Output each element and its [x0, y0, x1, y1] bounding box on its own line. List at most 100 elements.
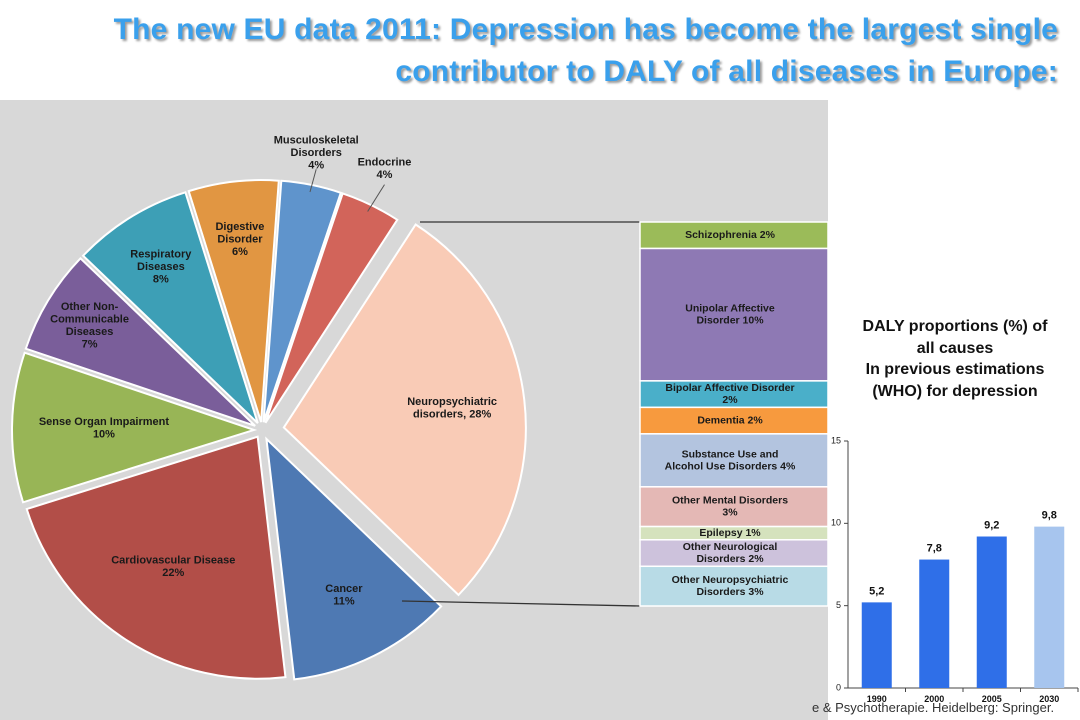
pie-slice — [24, 256, 256, 427]
x-tick-label: 1990 — [867, 694, 887, 704]
daly-bar — [1034, 526, 1065, 688]
pie-slice — [265, 436, 443, 681]
pie-slice-label-line: Neuropsychiatric — [407, 396, 497, 408]
breakdown-segment-label: Substance Use and Alcohol Use Disorders 4… — [665, 448, 796, 472]
breakdown-segment-label-line: Disorder 10% — [696, 314, 764, 326]
pie-slice-label-line: 22% — [162, 567, 184, 579]
daly-caption-line: (WHO) for depression — [872, 382, 1038, 400]
y-tick-label: 5 — [836, 600, 841, 610]
breakdown-segment-label-line: Bipolar Affective Disorder — [665, 382, 794, 394]
breakdown-segment — [639, 565, 829, 607]
pie-slice-label-line: 10% — [93, 429, 115, 441]
pie-slice-label-line: Endocrine — [358, 156, 412, 168]
pie-slice-label-line: 6% — [232, 246, 248, 258]
source-citation: e & Psychotherapie. Heidelberg: Springer… — [812, 700, 1055, 715]
pie-slice-label: Respiratory Diseases 8% — [130, 248, 192, 285]
pie-slice-label-line: 7% — [82, 338, 98, 350]
pie-slice-label: Musculoskeletal Disorders 4% — [274, 135, 359, 172]
pie-slice-label-line: Digestive — [215, 221, 264, 233]
pie-slice-label: Cancer 11% — [325, 583, 363, 608]
pie-slice-label-line: Cardiovascular Disease — [111, 554, 235, 566]
breakdown-segment-label: Other Neurological Disorders 2% — [683, 541, 778, 565]
breakdown-segment-label-line: Other Neuropsychiatric — [672, 574, 789, 586]
pie-to-bar-connector — [401, 600, 641, 607]
x-tick-label: 2000 — [924, 694, 944, 704]
pie-slice — [11, 351, 258, 504]
daly-bar-value-label: 7,8 — [927, 543, 942, 555]
pie-slice-label: Neuropsychiatric disorders, 28% — [407, 396, 497, 421]
pie-slice-label-line: Cancer — [325, 583, 363, 595]
pie-slice-label-line: Disorders — [291, 147, 342, 159]
breakdown-segment-label-line: Disorders 3% — [696, 586, 764, 598]
daly-bar — [919, 559, 950, 688]
pie-slice-label: Other Non-Communicable Diseases 7% — [50, 301, 129, 351]
breakdown-segment-label-line: Substance Use and — [682, 448, 779, 460]
y-tick-label: 10 — [831, 518, 841, 528]
daly-chart-caption: DALY proportions (%) of all causes In pr… — [832, 316, 1078, 402]
pie-slice-label-line: 4% — [377, 169, 393, 181]
pie-slice-label: Digestive Disorder 6% — [215, 221, 264, 258]
pie-slice-label-line: Sense Organ Impairment — [39, 416, 170, 428]
pie-slice-label-line: Other Non- — [61, 301, 119, 313]
pie-slice-label-line: Communicable — [50, 313, 129, 325]
breakdown-segment-label-line: Disorders 2% — [696, 553, 764, 565]
pie-slice-label-line: Disorder — [217, 233, 263, 245]
breakdown-segment-label: Unipolar Affective Disorder 10% — [685, 302, 775, 326]
pie-slice-label-line: disorders, 28% — [413, 408, 491, 420]
daly-bar-value-label: 9,8 — [1042, 510, 1057, 522]
daly-bar — [976, 536, 1007, 688]
pie-slice-label: Endocrine 4% — [358, 156, 412, 181]
pie-slice — [264, 192, 399, 424]
breakdown-segment-label: Other Mental Disorders 3% — [672, 494, 788, 518]
pie-chart: Neuropsychiatric disorders, 28%Cancer 11%C… — [11, 135, 527, 681]
pie-slice-label: Sense Organ Impairment 10% — [39, 416, 170, 441]
daly-bar-value-label: 5,2 — [869, 585, 884, 597]
breakdown-segment-label-line: 3% — [722, 506, 738, 518]
pie-slice — [282, 223, 527, 597]
neuropsychiatric-breakdown-bar: Schizophrenia 2% Unipolar Affective Disord… — [401, 221, 829, 607]
daly-bar-value-label: 9,2 — [984, 520, 999, 532]
pie-label-leader — [309, 169, 317, 193]
breakdown-segment — [639, 221, 829, 250]
pie-label-leader — [367, 184, 385, 212]
breakdown-segment — [639, 539, 829, 568]
x-tick-label: 2005 — [982, 694, 1002, 704]
pie-slice — [25, 435, 287, 680]
pie-slice-label: Cardiovascular Disease 22% — [111, 554, 235, 579]
breakdown-segment-label: Dementia 2% — [697, 414, 763, 426]
title-line-1: The new EU data 2011: Depression has bec… — [113, 13, 1058, 46]
breakdown-segment-label-line: Other Neurological — [683, 541, 778, 553]
breakdown-segment-label-line: Dementia 2% — [697, 414, 763, 426]
pie-slice — [187, 179, 280, 423]
pie-slice-label-line: Musculoskeletal — [274, 135, 359, 147]
x-tick-label: 2030 — [1039, 694, 1059, 704]
daly-caption-line: In previous estimations — [865, 361, 1045, 378]
breakdown-segment-label-line: Other Mental Disorders — [672, 494, 788, 506]
pie-slice — [81, 191, 259, 424]
pie-slice-label-line: Respiratory — [130, 248, 192, 260]
breakdown-segment-label: Schizophrenia 2% — [685, 229, 776, 241]
title-line-2: contributor to DALY of all diseases in E… — [395, 55, 1058, 88]
y-tick-label: 0 — [836, 682, 841, 692]
pie-slice-label-line: Diseases — [137, 261, 185, 273]
breakdown-segment-label: Epilepsy 1% — [699, 527, 761, 539]
breakdown-segment — [639, 486, 829, 528]
breakdown-segment-label-line: 2% — [722, 394, 738, 406]
slide-title: The new EU data 2011: Depression has bec… — [0, 0, 1080, 100]
breakdown-segment — [639, 247, 829, 382]
breakdown-segment-label: Bipolar Affective Disorder 2% — [665, 382, 794, 406]
breakdown-segment — [639, 380, 829, 409]
daly-bar — [861, 602, 892, 688]
daly-bar-chart: 0 5 10 15 5,2 1990 7,8 2000 9,2 2005 9,8 2030 — [831, 435, 1079, 704]
pie-slice-label-line: 4% — [308, 160, 324, 172]
y-tick-label: 15 — [831, 435, 841, 445]
breakdown-segment-label: Other Neuropsychiatric Disorders 3% — [672, 574, 789, 598]
daly-caption-line: all causes — [916, 339, 994, 357]
pie-slice-label-line: 8% — [153, 273, 169, 285]
breakdown-segment-label-line: Schizophrenia 2% — [685, 229, 776, 241]
pie-slice-label-line: 11% — [333, 595, 355, 607]
daly-caption-line: DALY proportions (%) of — [862, 318, 1048, 335]
breakdown-segment-label-line: Epilepsy 1% — [699, 527, 761, 539]
breakdown-segment-label-line: Alcohol Use Disorders 4% — [665, 460, 796, 472]
